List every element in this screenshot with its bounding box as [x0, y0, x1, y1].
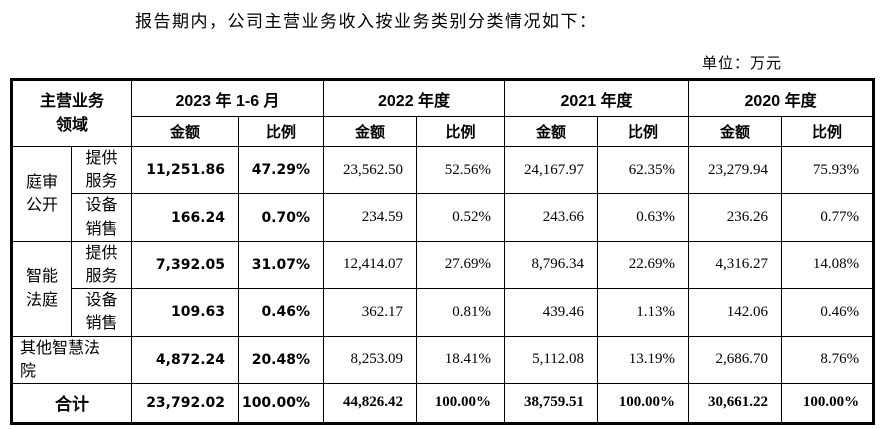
revenue-by-category-table: 主营业务 领域 2023 年 1-6 月 2022 年度 2021 年度 202… — [10, 78, 876, 425]
cell-ratio: 52.56% — [416, 145, 506, 195]
cell-ratio: 0.77% — [781, 193, 875, 242]
cell-amount: 30,661.22 — [688, 382, 783, 424]
header-ratio-2020: 比例 — [781, 116, 875, 147]
cell-amount: 362.17 — [323, 288, 418, 337]
doc-title: 报告期内，公司主营业务收入按业务类别分类情况如下： — [135, 12, 598, 31]
header-amount-2020: 金额 — [688, 116, 783, 147]
cell-ratio: 100.00% — [238, 382, 325, 424]
cell-amount: 2,686.70 — [688, 335, 783, 384]
table-row: 智能 法庭 提供 服务 7,392.05 31.07% 12,414.07 27… — [11, 240, 875, 337]
cell-amount: 11,251.86 — [131, 145, 240, 195]
cell-ratio: 100.00% — [597, 382, 690, 424]
cell-ratio: 47.29% — [238, 145, 325, 195]
cell-ratio: 0.46% — [781, 288, 875, 337]
cell-ratio: 14.08% — [781, 240, 875, 290]
header-business-area: 主营业务 领域 — [10, 79, 133, 147]
cell-amount: 8,253.09 — [323, 335, 418, 384]
table-row: 庭审 公开 提供 服务 11,251.86 47.29% 23,562.50 5… — [11, 145, 875, 242]
cell-amount: 44,826.42 — [323, 382, 418, 424]
header-ratio-2022: 比例 — [416, 116, 506, 147]
cell-amount: 4,872.24 — [131, 335, 240, 384]
header-period-2022: 2022 年度 — [323, 79, 506, 117]
header-period-2020: 2020 年度 — [688, 79, 875, 117]
row-label-other-smart-court: 其他智慧法 院 — [10, 335, 133, 384]
sub-label-services: 提供 服务 — [70, 145, 133, 195]
header-ratio-2023: 比例 — [238, 116, 325, 147]
header-measure-row: 金额 比例 金额 比例 金额 比例 金额 比例 — [12, 116, 875, 147]
cell-ratio: 18.41% — [416, 335, 506, 384]
cell-ratio: 31.07% — [238, 240, 325, 290]
cell-ratio: 20.48% — [238, 335, 325, 384]
cell-ratio: 0.70% — [238, 193, 325, 242]
cell-amount: 439.46 — [504, 288, 599, 337]
cell-ratio: 8.76% — [781, 335, 875, 384]
sub-label-equipment: 设备 销售 — [70, 193, 133, 242]
header-amount-2023: 金额 — [131, 116, 240, 147]
total-label: 合计 — [10, 382, 133, 424]
cell-amount: 142.06 — [688, 288, 783, 337]
cell-amount: 7,392.05 — [131, 240, 240, 290]
table-row: 设备 销售 166.24 0.70% 234.59 0.52% 243.66 0… — [12, 193, 875, 242]
cell-amount: 166.24 — [131, 193, 240, 242]
cell-ratio: 0.46% — [238, 288, 325, 337]
table-row: 设备 销售 109.63 0.46% 362.17 0.81% 439.46 1… — [12, 288, 875, 337]
cell-amount: 109.63 — [131, 288, 240, 337]
cell-amount: 23,792.02 — [131, 382, 240, 424]
unit-label: 单位：万元 — [701, 56, 782, 72]
cell-ratio: 1.13% — [597, 288, 690, 337]
header-period-2021: 2021 年度 — [504, 79, 690, 117]
table-row: 其他智慧法 院 4,872.24 20.48% 8,253.09 18.41% … — [10, 335, 875, 384]
cell-amount: 8,796.34 — [504, 240, 599, 290]
cell-ratio: 0.52% — [416, 193, 506, 242]
header-amount-2021: 金额 — [504, 116, 599, 147]
cell-amount: 23,279.94 — [688, 145, 783, 195]
cell-amount: 243.66 — [504, 193, 599, 242]
group-label-smart-court: 智能 法庭 — [11, 240, 72, 337]
cell-amount: 24,167.97 — [504, 145, 599, 195]
cell-ratio: 62.35% — [597, 145, 690, 195]
sub-label-equipment: 设备 销售 — [70, 288, 133, 337]
group-label-court-trial: 庭审 公开 — [11, 146, 72, 242]
cell-ratio: 75.93% — [781, 145, 875, 195]
cell-amount: 4,316.27 — [688, 240, 783, 290]
header-period-row: 主营业务 领域 2023 年 1-6 月 2022 年度 2021 年度 202… — [10, 79, 875, 147]
header-ratio-2021: 比例 — [597, 116, 690, 147]
header-amount-2022: 金额 — [323, 116, 418, 147]
cell-ratio: 22.69% — [597, 240, 690, 290]
cell-amount: 234.59 — [323, 193, 418, 242]
cell-ratio: 100.00% — [416, 382, 506, 424]
cell-amount: 38,759.51 — [504, 382, 599, 424]
total-row: 合计 23,792.02 100.00% 44,826.42 100.00% 3… — [10, 382, 875, 424]
cell-amount: 23,562.50 — [323, 145, 418, 195]
sub-label-services: 提供 服务 — [70, 240, 133, 290]
cell-ratio: 0.81% — [416, 288, 506, 337]
cell-amount: 5,112.08 — [504, 335, 599, 384]
header-period-2023: 2023 年 1-6 月 — [131, 79, 325, 117]
cell-ratio: 100.00% — [781, 382, 875, 424]
cell-amount: 236.26 — [688, 193, 783, 242]
cell-ratio: 0.63% — [597, 193, 690, 242]
cell-ratio: 27.69% — [416, 240, 506, 290]
cell-amount: 12,414.07 — [323, 240, 418, 290]
cell-ratio: 13.19% — [597, 335, 690, 384]
